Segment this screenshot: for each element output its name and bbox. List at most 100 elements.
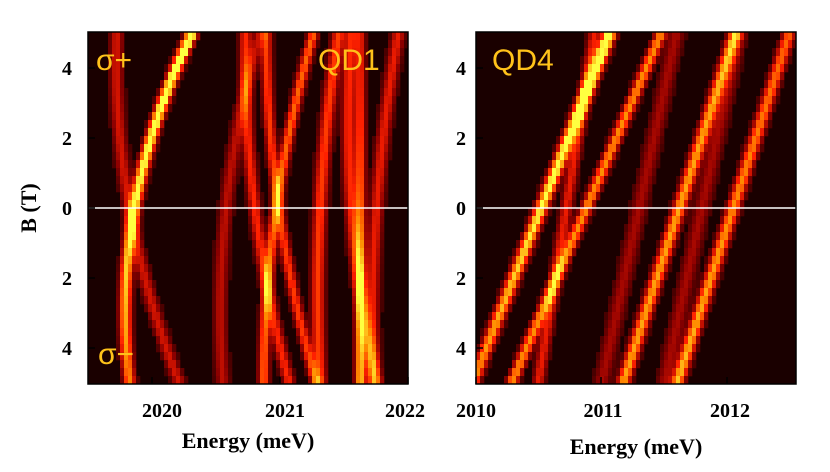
heatmap-cell <box>124 368 129 377</box>
heatmap-cell <box>540 288 545 297</box>
heatmap-cell <box>656 248 661 257</box>
heatmap-cell <box>544 192 549 201</box>
heatmap-cell <box>608 360 613 369</box>
heatmap-cell <box>380 80 385 89</box>
heatmap-cell <box>688 144 693 153</box>
heatmap-cell <box>360 112 365 121</box>
heatmap-cell <box>116 272 121 281</box>
heatmap-cell <box>604 48 609 57</box>
heatmap-cell <box>592 192 597 201</box>
heatmap-cell <box>352 152 357 161</box>
heatmap-cell <box>540 296 545 305</box>
heatmap-cell <box>712 136 717 145</box>
heatmap-cell <box>384 120 389 129</box>
heatmap-cell <box>680 368 685 377</box>
heatmap-cell <box>380 72 385 81</box>
heatmap-cell <box>160 312 165 321</box>
heatmap-cell <box>736 208 741 217</box>
heatmap-cell <box>588 112 593 121</box>
heatmap-cell <box>384 176 389 185</box>
heatmap-cell <box>484 360 489 369</box>
heatmap-cell <box>332 72 337 81</box>
heatmap-cell <box>260 256 265 265</box>
heatmap-cell <box>284 120 289 129</box>
heatmap-cell <box>596 368 601 377</box>
heatmap-cell <box>120 352 125 361</box>
heatmap-cell <box>776 88 781 97</box>
heatmap-cell <box>240 136 245 145</box>
heatmap-cell <box>172 376 177 385</box>
heatmap-cell <box>120 160 125 169</box>
heatmap-cell <box>212 336 217 345</box>
heatmap-cell <box>624 264 629 273</box>
heatmap-cell <box>572 232 577 241</box>
heatmap-cell <box>324 56 329 65</box>
heatmap-cell <box>144 176 149 185</box>
heatmap-cell <box>288 104 293 113</box>
heatmap-cell <box>688 248 693 257</box>
heatmap-cell <box>324 72 329 81</box>
heatmap-cell <box>576 216 581 225</box>
heatmap-cell <box>524 264 529 273</box>
heatmap-cell <box>760 96 765 105</box>
heatmap-cell <box>540 176 545 185</box>
heatmap-cell <box>172 72 177 81</box>
heatmap-cell <box>684 208 689 217</box>
heatmap-cell <box>616 328 621 337</box>
heatmap-cell <box>572 248 577 257</box>
heatmap-cell <box>640 232 645 241</box>
heatmap-cell <box>396 56 401 65</box>
heatmap-cell <box>164 88 169 97</box>
heatmap-cell <box>572 160 577 169</box>
heatmap-cell <box>676 232 681 241</box>
heatmap-cell <box>280 352 285 361</box>
heatmap-cell <box>360 88 365 97</box>
heatmap-cell <box>720 56 725 65</box>
heatmap-cell <box>320 216 325 225</box>
heatmap-cell <box>588 88 593 97</box>
heatmap-cell <box>728 200 733 209</box>
heatmap-cell <box>224 184 229 193</box>
heatmap-cell <box>236 32 241 41</box>
heatmap-cell <box>664 72 669 81</box>
heatmap-cell <box>392 48 397 57</box>
heatmap-cell <box>780 40 785 49</box>
heatmap-cell <box>324 144 329 153</box>
heatmap-cell <box>272 240 277 249</box>
heatmap-cell <box>652 160 657 169</box>
heatmap-cell <box>132 200 137 209</box>
heatmap-cell <box>140 296 145 305</box>
heatmap-cell <box>216 200 221 209</box>
heatmap-cell <box>636 104 641 113</box>
heatmap-cell <box>608 168 613 177</box>
heatmap-cell <box>324 296 329 305</box>
heatmap-cell <box>244 120 249 129</box>
heatmap-cell <box>232 208 237 217</box>
heatmap-cell <box>268 128 273 137</box>
heatmap-cell <box>316 256 321 265</box>
heatmap-cell <box>232 200 237 209</box>
heatmap-cell <box>272 120 277 129</box>
heatmap-cell <box>300 320 305 329</box>
heatmap-cell <box>756 152 761 161</box>
heatmap-cell <box>692 264 697 273</box>
heatmap-cell <box>140 248 145 257</box>
heatmap-cell <box>224 280 229 289</box>
heatmap-cell <box>376 368 381 377</box>
heatmap-cell <box>280 232 285 241</box>
heatmap-cell <box>656 48 661 57</box>
heatmap-cell <box>652 48 657 57</box>
heatmap-cell <box>664 112 669 121</box>
heatmap-cell <box>704 192 709 201</box>
heatmap-cell <box>624 336 629 345</box>
heatmap-cell <box>720 232 725 241</box>
heatmap-cell <box>300 72 305 81</box>
heatmap-cell <box>636 224 641 233</box>
heatmap-cell <box>612 288 617 297</box>
heatmap-cell <box>576 160 581 169</box>
heatmap-cell <box>272 328 277 337</box>
heatmap-cell <box>296 64 301 73</box>
heatmap-cell <box>280 368 285 377</box>
heatmap-cell <box>152 112 157 121</box>
heatmap-cell <box>552 256 557 265</box>
